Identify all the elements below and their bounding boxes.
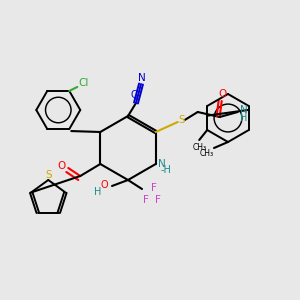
Text: Cl: Cl	[78, 78, 88, 88]
Text: F: F	[151, 183, 157, 193]
Text: CH₃: CH₃	[200, 148, 214, 158]
Text: O: O	[100, 180, 108, 190]
Text: N: N	[240, 105, 248, 115]
Text: S: S	[178, 115, 185, 125]
Text: F: F	[155, 195, 161, 205]
Text: F: F	[143, 195, 149, 205]
Text: H: H	[94, 187, 102, 197]
Text: N: N	[158, 159, 166, 169]
Text: S: S	[45, 170, 52, 180]
Text: -H: -H	[160, 165, 171, 175]
Text: O: O	[219, 89, 227, 99]
Text: N: N	[138, 73, 146, 83]
Text: O: O	[57, 161, 65, 171]
Text: CH₃: CH₃	[192, 142, 206, 152]
Text: C: C	[130, 90, 137, 100]
Text: H: H	[240, 113, 247, 123]
